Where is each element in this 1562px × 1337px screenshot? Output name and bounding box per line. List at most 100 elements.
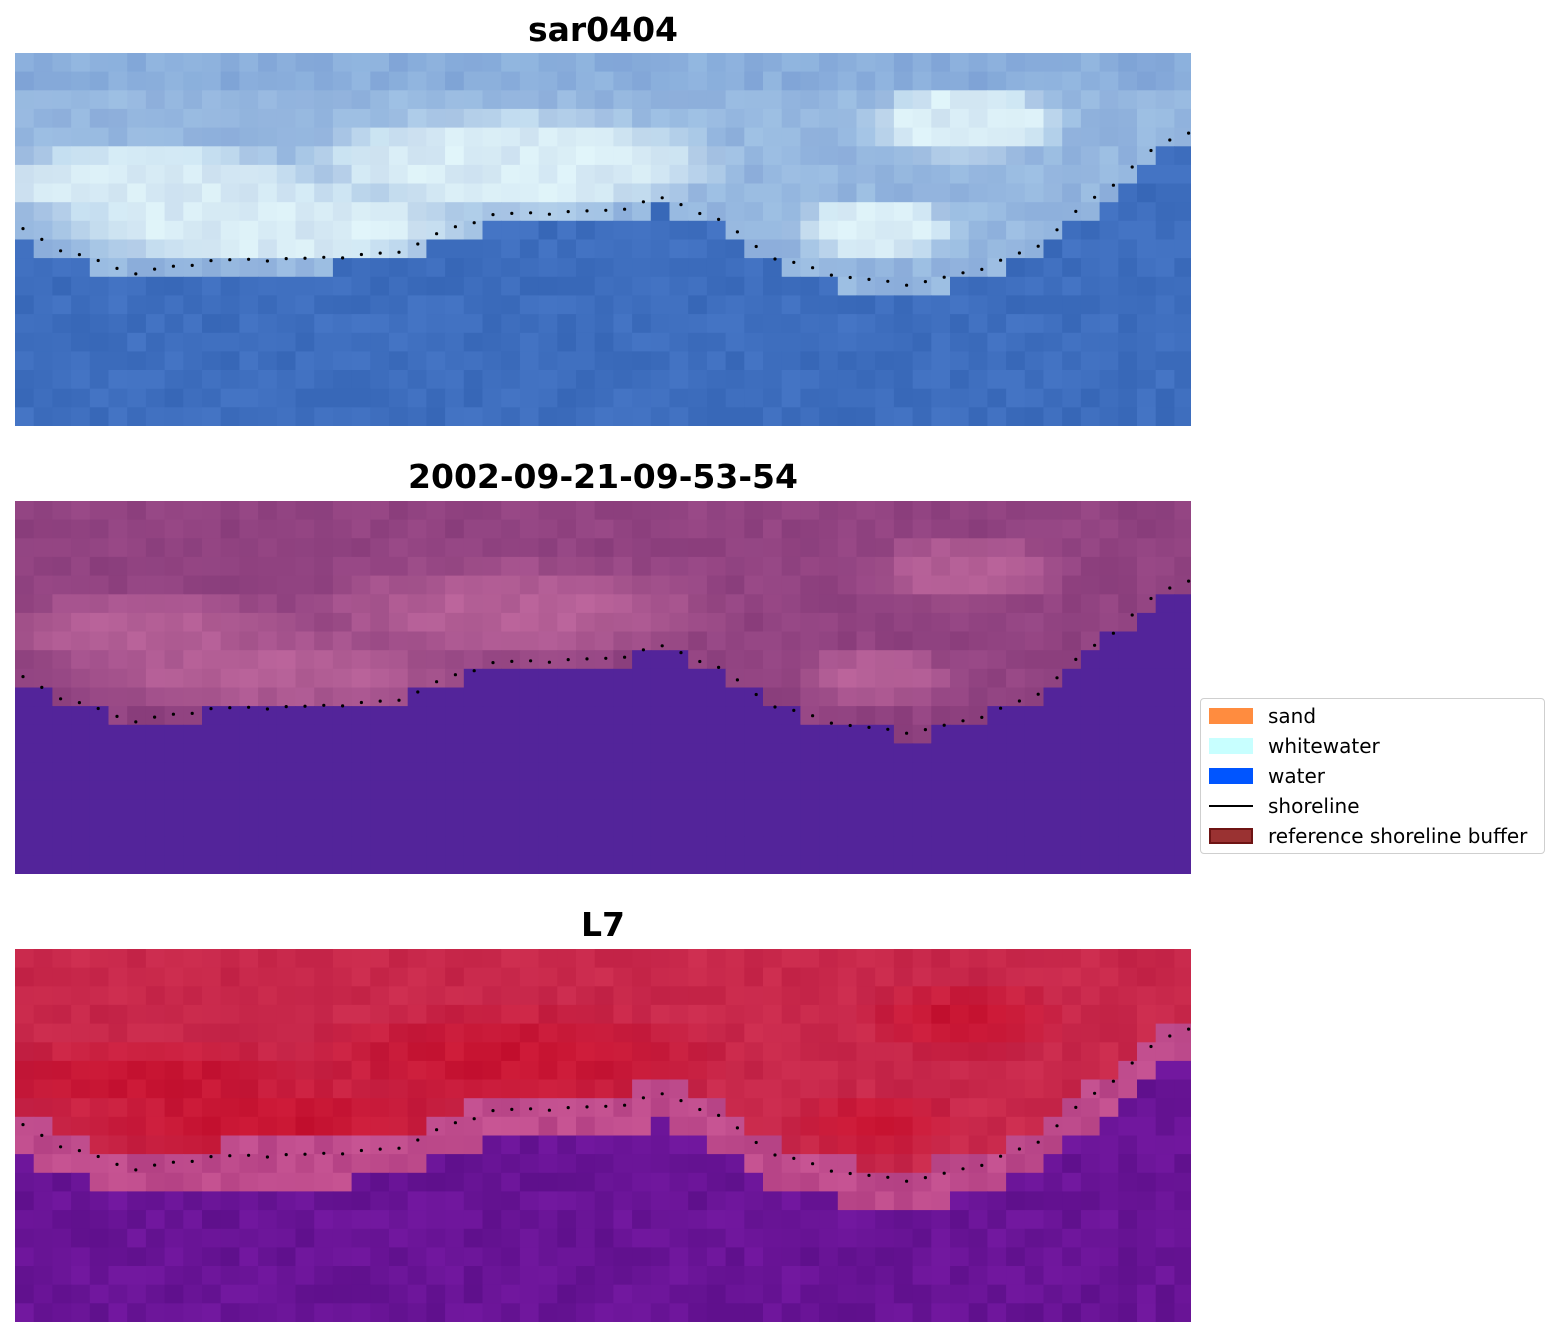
rgb-pixel [1174,127,1191,147]
class-pixel [239,519,259,539]
index-pixel [351,1098,371,1118]
index-pixel [89,1303,110,1322]
rgb-pixel [781,239,801,259]
class-pixel [127,519,147,539]
index-pixel [706,949,727,969]
rgb-pixel [594,127,614,147]
index-pixel [837,1154,858,1174]
index-pixel [744,1191,764,1211]
shoreline-point [153,1163,157,1167]
index-pixel [407,1303,427,1322]
class-pixel [89,575,110,595]
index-pixel [314,1284,334,1304]
index-pixel [519,1004,540,1025]
class-pixel [127,762,147,782]
rgb-pixel [482,127,502,147]
index-pixel [557,1023,577,1043]
index-pixel [89,1060,110,1081]
rgb-pixel [127,202,147,222]
class-pixel [968,799,988,819]
index-pixel [332,1228,353,1249]
index-pixel [763,1042,783,1062]
rgb-pixel [239,258,259,278]
class-pixel [875,631,895,651]
index-pixel [613,1042,633,1062]
class-pixel [837,556,858,577]
class-pixel [276,668,297,689]
index-pixel [893,1284,914,1304]
index-pixel [837,967,858,987]
index-pixel [108,1060,128,1081]
class-pixel [688,818,708,838]
rgb-pixel [220,295,240,315]
index-pixel [15,1060,35,1081]
class-pixel [463,668,484,689]
rgb-pixel [856,388,876,408]
index-pixel [950,1284,970,1304]
rgb-pixel [276,370,297,390]
reference-buffer-swatch [1209,828,1253,844]
rgb-pixel [127,388,147,408]
index-pixel [931,1042,951,1062]
index-pixel [164,1284,184,1304]
class-pixel [1174,780,1191,801]
rgb-pixel [482,258,502,278]
index-pixel [127,1135,147,1155]
class-pixel [407,594,427,614]
rgb-pixel [407,127,427,147]
rgb-pixel [463,239,484,259]
rgb-pixel [370,164,390,185]
rgb-pixel [258,239,278,259]
class-pixel [1043,501,1063,521]
class-pixel [968,575,988,595]
class-pixel [576,519,596,539]
shoreline-point [247,257,251,261]
index-pixel [258,1154,278,1174]
rgb-pixel [426,239,446,259]
class-pixel [763,855,783,874]
index-pixel [501,1191,521,1211]
rgb-pixel [1043,90,1063,110]
class-pixel [837,836,858,856]
rgb-pixel [164,332,184,353]
rgb-pixel [950,71,970,91]
index-pixel [1137,949,1157,969]
class-pixel [576,631,596,651]
rgb-pixel [669,351,689,371]
rgb-pixel [1006,127,1026,147]
class-pixel [800,612,820,633]
class-pixel [1043,631,1063,651]
class-pixel [1137,650,1157,670]
rgb-pixel [127,53,147,73]
class-pixel [1062,799,1082,819]
index-pixel [725,949,745,969]
rgb-pixel [52,388,72,408]
rgb-pixel [108,146,128,166]
index-pixel [632,1210,652,1230]
class-pixel [557,836,577,856]
index-pixel [594,1210,614,1230]
class-pixel [1118,836,1138,856]
rgb-pixel [1155,239,1175,259]
class-pixel [950,836,970,856]
index-pixel [1118,986,1138,1006]
rgb-pixel [407,202,427,222]
rgb-pixel [1062,314,1082,334]
class-pixel [1099,631,1119,651]
rgb-pixel [33,202,53,222]
class-pixel [781,743,801,763]
rgb-pixel [1155,108,1175,129]
index-pixel [632,967,652,987]
index-pixel [445,1116,465,1137]
shoreline-point [77,701,81,705]
rgb-pixel [445,239,465,259]
rgb-pixel [164,295,184,315]
index-pixel [893,1098,914,1118]
index-pixel [52,1060,72,1081]
rgb-pixel [856,202,876,222]
rgb-pixel [1174,314,1191,334]
class-pixel [669,743,689,763]
class-pixel [426,687,446,707]
index-pixel [314,1247,334,1267]
index-pixel [1080,1079,1101,1099]
